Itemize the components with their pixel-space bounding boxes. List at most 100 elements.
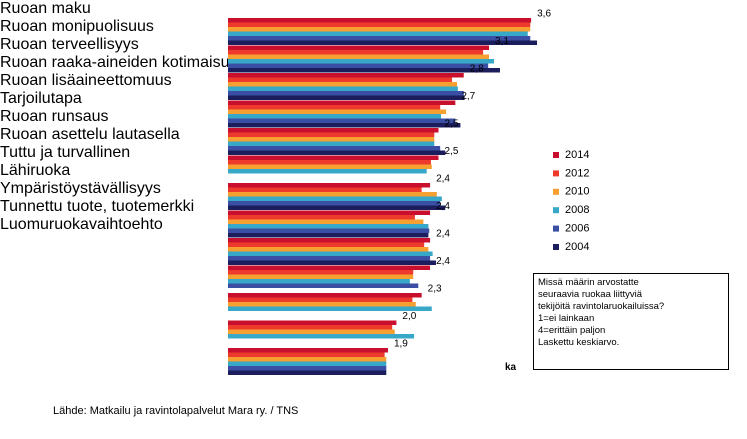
bar	[228, 270, 414, 275]
data-label: 3,1	[495, 36, 509, 47]
bar	[228, 123, 461, 128]
bar	[228, 95, 465, 100]
bar	[228, 155, 439, 160]
bar	[228, 357, 387, 362]
category-label: Ruoan lisäaineettomuus	[0, 72, 172, 89]
category-label: Ruoan runsaus	[0, 108, 109, 125]
legend-label: 2006	[565, 223, 589, 235]
legend-label: 2010	[565, 186, 589, 198]
note-line: Laskettu keskiarvo.	[538, 337, 620, 348]
data-label: 2,5	[445, 146, 459, 157]
note-line: 4=erittäin paljon	[538, 325, 606, 336]
bar	[228, 279, 410, 284]
bar	[228, 63, 489, 68]
data-label: 3,6	[537, 9, 551, 20]
data-label: 2,5	[445, 119, 459, 130]
bar	[228, 196, 442, 201]
bar	[228, 297, 413, 302]
bar	[228, 366, 387, 371]
bar	[228, 334, 415, 339]
bar	[228, 306, 432, 311]
category-label: Ruoan terveellisyys	[0, 36, 139, 53]
legend-label: 2012	[565, 167, 589, 179]
bar	[228, 73, 464, 78]
data-label: 2,4	[436, 201, 450, 212]
bar	[228, 45, 490, 50]
note-line: tekijöitä ravintolaruokailuissa?	[538, 301, 665, 312]
bar	[228, 59, 495, 64]
bar	[228, 219, 424, 224]
legend-swatch	[553, 152, 559, 158]
bar	[228, 228, 430, 233]
bar	[228, 109, 447, 114]
bar	[228, 114, 442, 119]
bar	[228, 128, 439, 133]
bar	[228, 118, 456, 123]
legend-label: 2004	[565, 241, 589, 253]
legend-swatch	[553, 207, 559, 214]
bar	[228, 54, 490, 59]
bar	[228, 210, 431, 215]
bar	[228, 361, 387, 366]
bar	[228, 169, 427, 174]
bar	[228, 105, 441, 110]
bar	[228, 320, 397, 325]
bar	[228, 274, 414, 279]
bar	[228, 160, 431, 165]
data-label: 2,3	[428, 284, 442, 295]
category-label: Tunnettu tuote, tuotemerkki	[0, 198, 195, 215]
data-label: 2,7	[461, 91, 475, 102]
category-label: Ympäristöystävällisyys	[0, 180, 161, 197]
category-label: Ruoan asettelu lautasella	[0, 126, 180, 143]
category-label: Luomuruokavaihtoehto	[0, 216, 163, 233]
legend-swatch	[553, 244, 559, 250]
bar	[228, 141, 435, 146]
bar	[228, 77, 452, 82]
data-label: 2,4	[436, 174, 450, 185]
data-label: 2,4	[436, 256, 450, 267]
data-label: 1,9	[394, 339, 408, 350]
bar	[228, 22, 531, 27]
bar	[228, 283, 419, 288]
bar	[228, 256, 431, 261]
legend-swatch	[553, 225, 559, 232]
bar	[228, 86, 458, 91]
bar	[228, 50, 484, 55]
bar	[228, 348, 388, 353]
bar	[228, 233, 429, 238]
bar	[228, 146, 441, 151]
bar	[228, 137, 435, 142]
bar	[228, 265, 431, 270]
bar	[228, 18, 532, 23]
category-label: Tarjoilutapa	[0, 90, 82, 107]
category-label: Ruoan monipuolisuus	[0, 18, 154, 35]
bar	[228, 215, 415, 220]
bar	[228, 132, 435, 137]
data-label: 2,0	[402, 311, 416, 322]
note-line: Missä määrin arvostatte	[538, 277, 639, 288]
bar	[228, 205, 446, 210]
bar	[228, 260, 436, 265]
legend-label: 2014	[565, 149, 589, 161]
bar	[228, 164, 432, 169]
bar	[228, 40, 538, 45]
bar	[228, 329, 395, 334]
bar	[228, 187, 422, 192]
bar	[228, 27, 531, 32]
bar	[228, 100, 456, 105]
bar	[228, 91, 464, 96]
bar	[228, 31, 528, 36]
bar	[228, 183, 431, 188]
bar	[228, 293, 422, 298]
note-box: Missä määrin arvostatte seuraavia ruokaa …	[533, 273, 729, 370]
axis-note: ka	[505, 362, 517, 373]
legend-label: 2008	[565, 204, 589, 216]
bar	[228, 352, 385, 357]
category-label: Tuttu ja turvallinen	[0, 144, 131, 161]
category-label: Lähiruoka	[0, 162, 71, 179]
legend-swatch	[553, 170, 559, 177]
bar	[228, 247, 429, 252]
bar	[228, 150, 446, 155]
